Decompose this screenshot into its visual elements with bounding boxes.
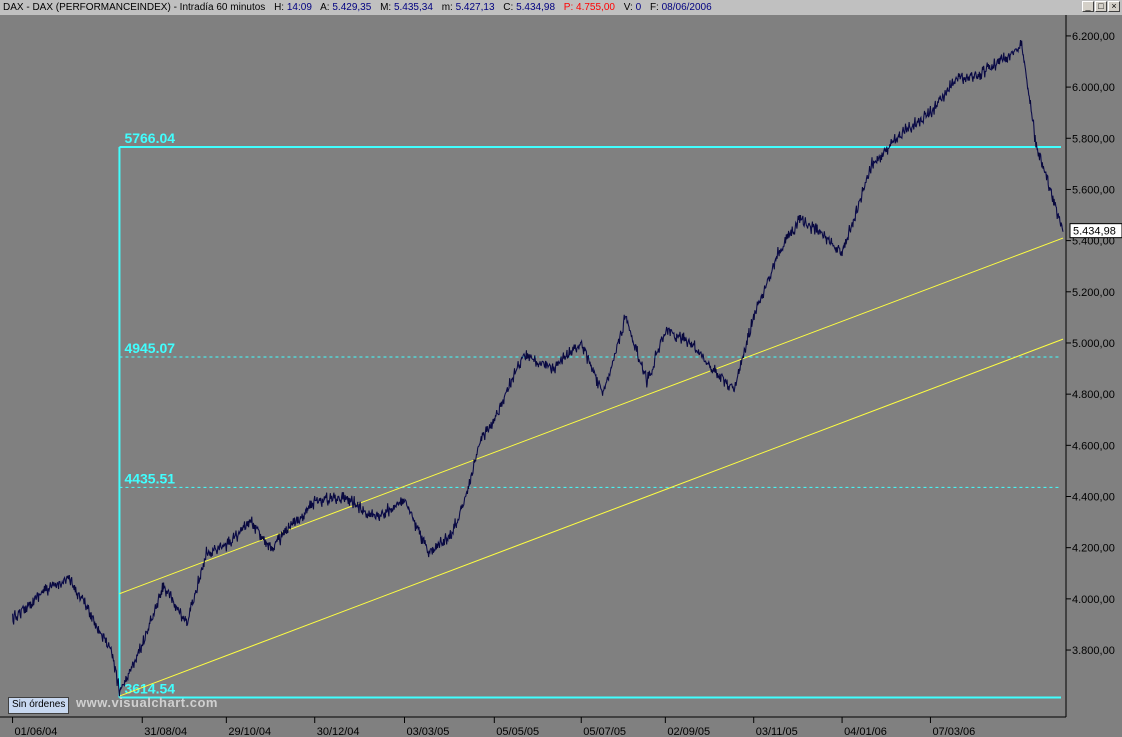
- x-tick-label: 02/09/05: [667, 726, 710, 737]
- x-tick-label: 29/10/04: [228, 726, 271, 737]
- hour-label: H:: [274, 2, 285, 13]
- watermark-text: www.visualchart.com: [76, 695, 218, 710]
- minimize-button[interactable]: _: [1082, 1, 1094, 12]
- x-tick-label: 31/08/04: [144, 726, 187, 737]
- symbol-title: DAX - DAX (PERFORMANCEINDEX) - Intradía …: [3, 2, 266, 13]
- close-button[interactable]: ×: [1108, 1, 1120, 12]
- close-value: 5.434,98: [516, 2, 556, 13]
- x-axis-ticks: 01/06/04 31/08/04 29/10/04 30/12/04 03/03/05…: [12, 717, 975, 737]
- fib-level-label: 4435.51: [124, 470, 175, 486]
- y-tick-label: 5.800,00: [1072, 133, 1115, 145]
- hour-readout: H: 14:09: [274, 2, 312, 13]
- x-tick-label: 05/07/05: [583, 726, 626, 737]
- volume-label: V:: [623, 2, 633, 13]
- close-label: C:: [503, 2, 514, 13]
- x-tick-label: 04/01/06: [844, 726, 887, 737]
- high-readout: M: 5.435,34: [380, 2, 433, 13]
- y-tick-label: 5.000,00: [1072, 338, 1115, 350]
- fibonacci-levels: 5766.04 4945.07 4435.51 3614.54: [118, 130, 1061, 699]
- date-label: F:: [649, 2, 659, 13]
- x-tick-label: 05/05/05: [496, 726, 539, 737]
- window-buttons: _ □ ×: [1082, 1, 1120, 12]
- low-value: 5.427,13: [455, 2, 495, 13]
- y-tick-label: 4.200,00: [1072, 543, 1115, 555]
- y-tick-label: 5.400,00: [1072, 236, 1115, 248]
- y-tick-label: 5.600,00: [1072, 184, 1115, 196]
- open-readout: A: 5.429,35: [320, 2, 371, 13]
- date-readout: F: 08/06/2006: [650, 2, 712, 13]
- last-price-marker: 5.434,98: [1069, 223, 1122, 239]
- fib-level-label: 5766.04: [124, 130, 175, 146]
- chart-header: DAX - DAX (PERFORMANCEINDEX) - Intradía …: [0, 0, 1122, 15]
- trend-channel: [119, 237, 1064, 697]
- y-tick-label: 6.000,00: [1072, 82, 1115, 94]
- x-tick-label: 01/06/04: [15, 726, 58, 737]
- low-readout: m: 5.427,13: [442, 2, 495, 13]
- x-tick-label: 03/11/05: [756, 726, 798, 737]
- prev-value: 4.755,00: [576, 2, 615, 13]
- plot-area[interactable]: [0, 15, 1066, 717]
- close-readout: C: 5.434,98: [503, 2, 555, 13]
- y-tick-label: 4.400,00: [1072, 492, 1115, 504]
- y-tick-label: 4.000,00: [1072, 594, 1115, 606]
- last-price-label: 5.434,98: [1073, 226, 1116, 238]
- low-label: m:: [441, 2, 453, 13]
- high-value: 5.435,34: [393, 2, 433, 13]
- last-price-box: [1069, 223, 1122, 239]
- y-tick-label: 3.800,00: [1072, 645, 1115, 657]
- restore-button[interactable]: □: [1095, 1, 1107, 12]
- open-value: 5.429,35: [332, 2, 372, 13]
- x-tick-label: 07/03/06: [932, 726, 975, 737]
- y-tick-label: 6.200,00: [1072, 31, 1115, 43]
- fib-level-label: 3614.54: [124, 680, 175, 696]
- channel-line-upper: [119, 237, 1064, 595]
- status-badge[interactable]: Sin órdenes: [8, 697, 70, 714]
- prev-readout: P: 4.755,00: [564, 2, 615, 13]
- volume-readout: V: 0: [624, 2, 641, 13]
- open-label: A:: [320, 2, 330, 13]
- volume-value: 0: [635, 2, 642, 13]
- y-tick-label: 4.800,00: [1072, 389, 1115, 401]
- date-value: 08/06/2006: [661, 2, 712, 13]
- fib-level-label: 4945.07: [124, 340, 175, 356]
- hour-value: 14:09: [286, 2, 312, 13]
- x-tick-label: 30/12/04: [317, 726, 360, 737]
- y-tick-label: 5.200,00: [1072, 287, 1115, 299]
- x-tick-label: 03/03/05: [407, 726, 450, 737]
- y-axis-ticks: 3.800,00 4.000,00 4.200,00 4.400,00 4.600,00…: [1066, 31, 1115, 657]
- prev-label: P:: [563, 2, 574, 13]
- price-line-shadow: [12, 40, 1064, 697]
- price-series: [12, 40, 1064, 697]
- y-tick-label: 4.600,00: [1072, 440, 1115, 452]
- channel-line-lower: [119, 338, 1064, 697]
- high-label: M:: [380, 2, 392, 13]
